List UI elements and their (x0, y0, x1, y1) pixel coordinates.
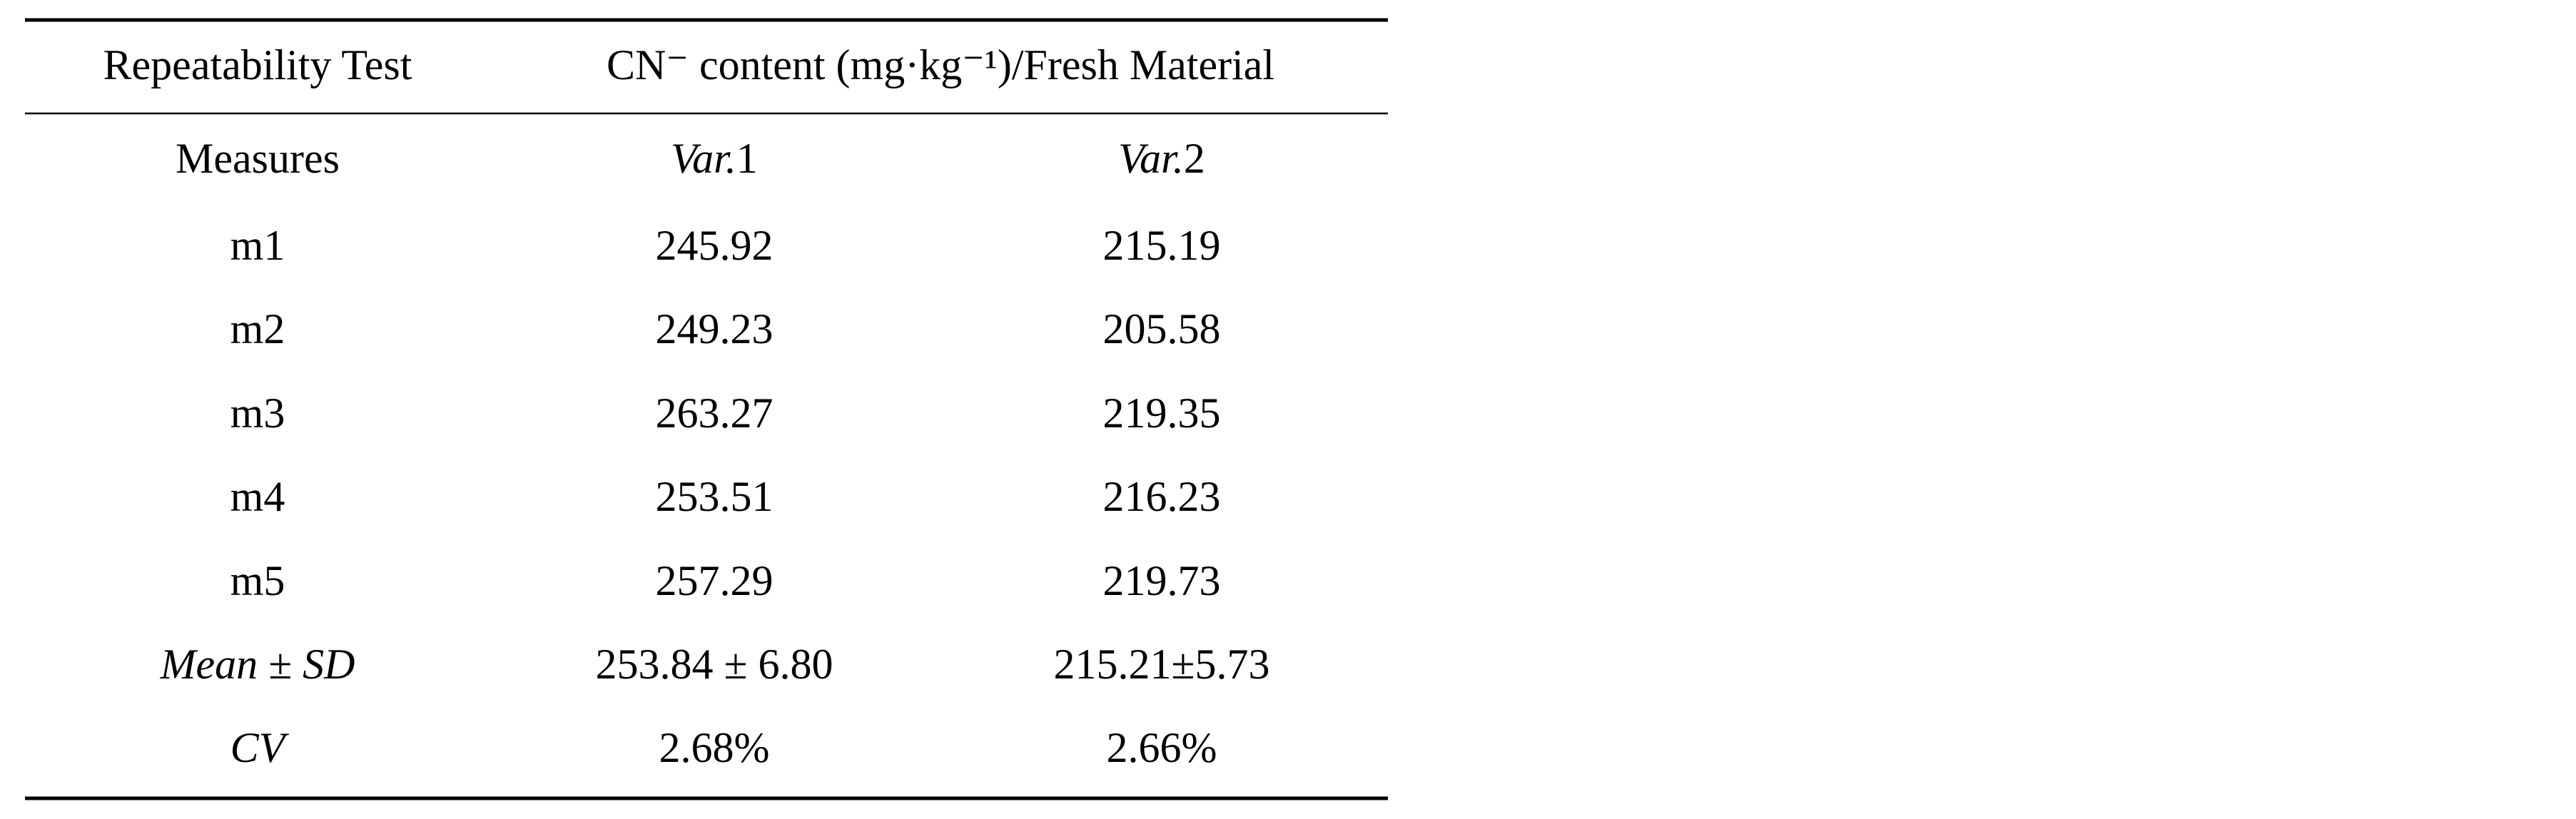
plain-part: 2 (1184, 135, 1205, 182)
row-label: m2 (230, 305, 285, 352)
row-label: m3 (230, 390, 285, 437)
italic-part: Var. (1118, 135, 1184, 182)
cell: 219.73 (1103, 557, 1221, 604)
header-cell: Repeatability Test (103, 41, 412, 88)
row-label: m1 (230, 222, 285, 269)
plain-part: 1 (736, 135, 758, 182)
cell: 215.21±5.73 (1054, 641, 1270, 688)
cell: 216.23 (1103, 473, 1221, 520)
cell: 263.27 (656, 390, 774, 437)
cell: 219.35 (1103, 390, 1221, 437)
cell: 245.92 (656, 222, 774, 269)
subheader-cell: Measures (176, 135, 340, 182)
italic-part: Var. (671, 135, 736, 182)
header-cell: CN⁻ content (mg·kg⁻¹)/Fresh Material (607, 41, 1274, 88)
row-label: m5 (230, 557, 285, 604)
row-label: Mean ± SD (160, 641, 355, 688)
cell: 249.23 (656, 305, 774, 352)
row-label: m4 (230, 473, 285, 520)
cell: 257.29 (656, 557, 774, 604)
cell: 215.19 (1103, 222, 1221, 269)
subheader-cell: Var.1 (671, 135, 758, 182)
cell: 253.51 (656, 473, 774, 520)
cell: 2.66% (1107, 724, 1217, 771)
cell: 253.84 ± 6.80 (596, 641, 833, 688)
subheader-cell: Var.2 (1118, 135, 1205, 182)
row-label: CV (230, 724, 290, 771)
cell: 205.58 (1103, 305, 1221, 352)
cell: 2.68% (659, 724, 770, 771)
